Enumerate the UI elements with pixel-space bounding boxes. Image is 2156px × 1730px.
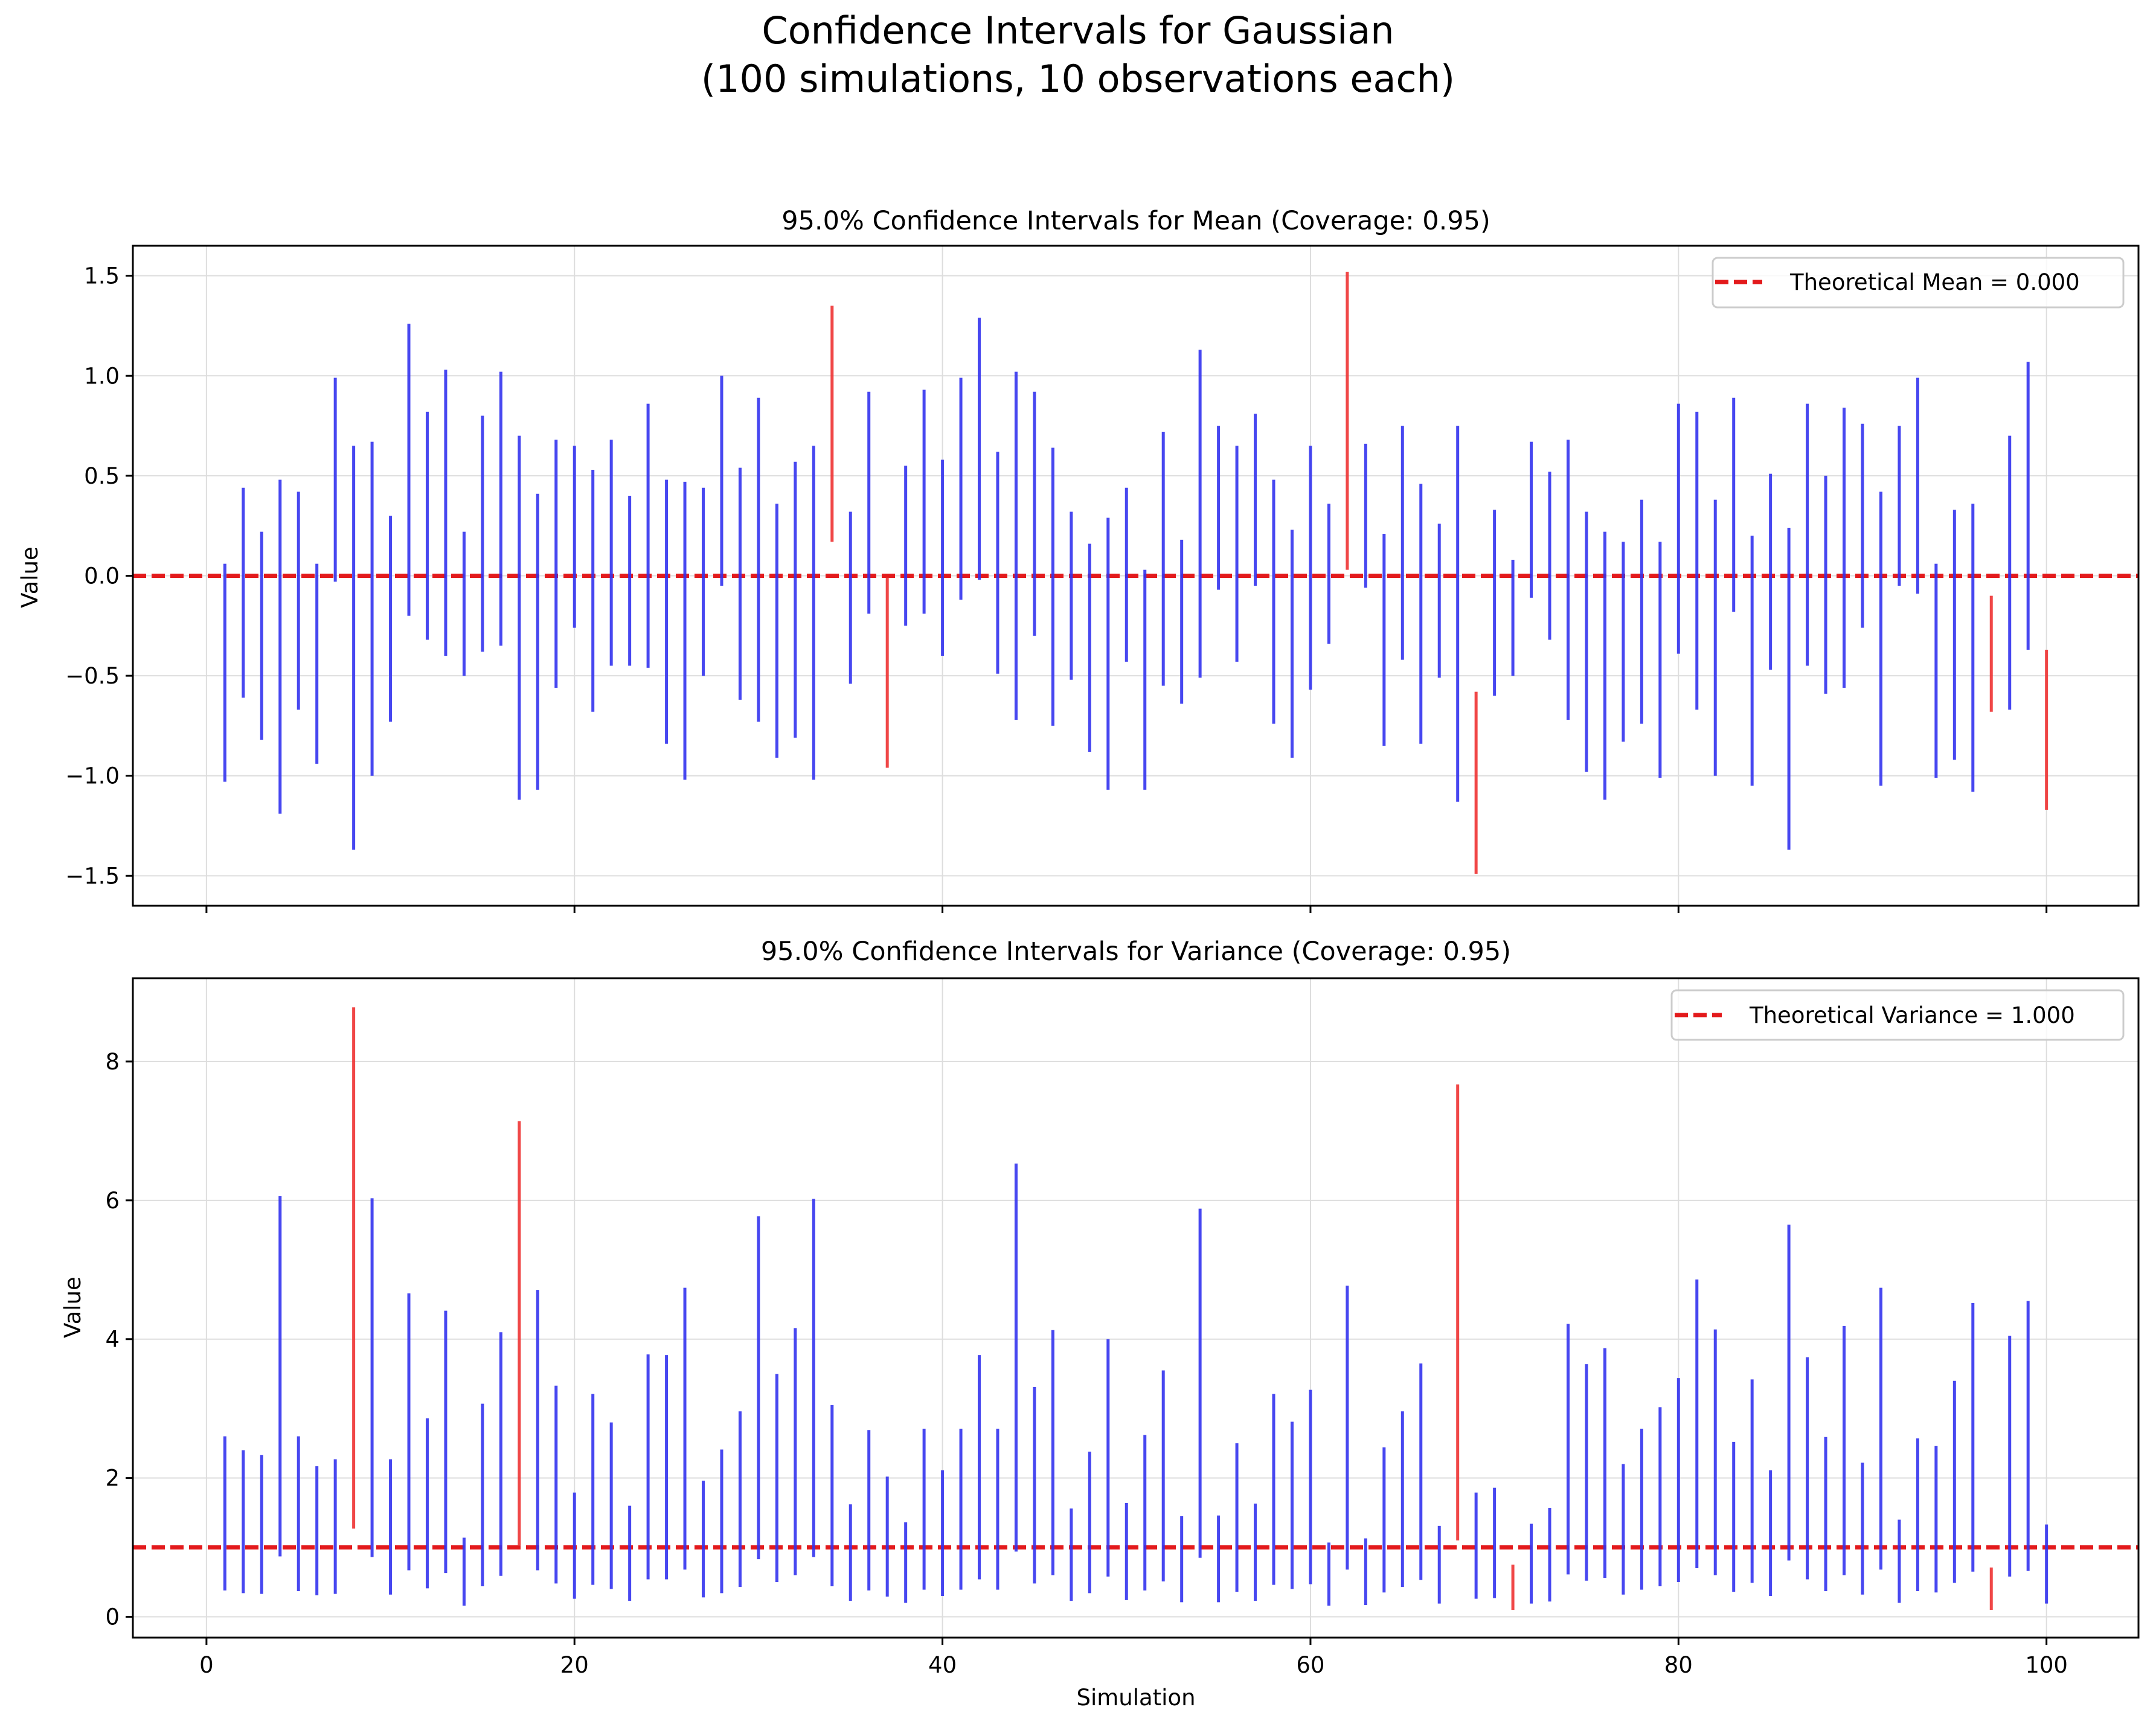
variance-chart-x-axis: 0 20 40 60 80 100	[199, 1638, 2068, 1678]
mean-chart-y-tick-label: −1.0	[65, 763, 120, 789]
figure-suptitle-line1: Confidence Intervals for Gaussian	[762, 8, 1394, 53]
mean-chart-legend: Theoretical Mean = 0.000	[1712, 257, 2125, 309]
variance-chart-x-label: Simulation	[1076, 1685, 1195, 1711]
variance-chart-plot-area	[132, 977, 2140, 1639]
mean-chart-y-tick-label: 0.5	[84, 463, 120, 489]
mean-chart-grid	[133, 246, 2138, 906]
variance-chart-x-tick-label: 60	[1296, 1652, 1324, 1678]
variance-chart-y-tick-label: 8	[105, 1049, 120, 1075]
variance-chart-intervals	[223, 1007, 2049, 1610]
variance-chart-x-tick-label: 80	[1664, 1652, 1693, 1678]
mean-chart-legend-box	[1712, 257, 2125, 309]
mean-chart-y-label: Value	[17, 546, 43, 608]
variance-chart-legend-box	[1670, 989, 2125, 1041]
mean-chart-legend-label: Theoretical Mean = 0.000	[1789, 269, 2080, 295]
mean-chart: 95.0% Confidence Intervals for Mean (Cov…	[17, 206, 2140, 913]
mean-chart-y-tick-label: 1.0	[84, 363, 120, 389]
variance-chart-y-axis: 0 2 4 6 8	[105, 1049, 133, 1630]
variance-chart-y-tick-label: 6	[105, 1188, 120, 1214]
variance-chart-legend: Theoretical Variance = 1.000	[1670, 989, 2125, 1041]
variance-chart-legend-label: Theoretical Variance = 1.000	[1749, 1002, 2075, 1028]
mean-chart-x-axis	[205, 906, 2048, 913]
variance-chart: 95.0% Confidence Intervals for Variance …	[60, 937, 2140, 1711]
variance-chart-y-tick-label: 4	[105, 1327, 120, 1353]
variance-chart-x-tick-label: 100	[2025, 1652, 2068, 1678]
mean-chart-title: 95.0% Confidence Intervals for Mean (Cov…	[781, 206, 1490, 236]
variance-chart-y-tick-label: 2	[105, 1466, 120, 1491]
variance-chart-y-tick-label: 0	[105, 1604, 120, 1630]
mean-chart-intervals	[223, 272, 2049, 874]
variance-chart-title: 95.0% Confidence Intervals for Variance …	[761, 937, 1511, 967]
mean-chart-y-axis: −1.5 −1.0 −0.5 0.0 0.5 1.0 1.5	[65, 263, 133, 889]
variance-chart-x-tick-label: 20	[560, 1652, 589, 1678]
mean-chart-y-tick-label: −1.5	[65, 863, 120, 889]
mean-chart-y-tick-label: 0.0	[84, 563, 120, 589]
mean-chart-y-tick-label: −0.5	[65, 663, 120, 689]
variance-chart-x-tick-label: 0	[199, 1652, 214, 1678]
variance-chart-y-label: Value	[60, 1277, 86, 1338]
figure-suptitle-line2: (100 simulations, 10 observations each)	[701, 57, 1455, 101]
variance-chart-x-tick-label: 40	[928, 1652, 957, 1678]
mean-chart-y-tick-label: 1.5	[84, 263, 120, 289]
